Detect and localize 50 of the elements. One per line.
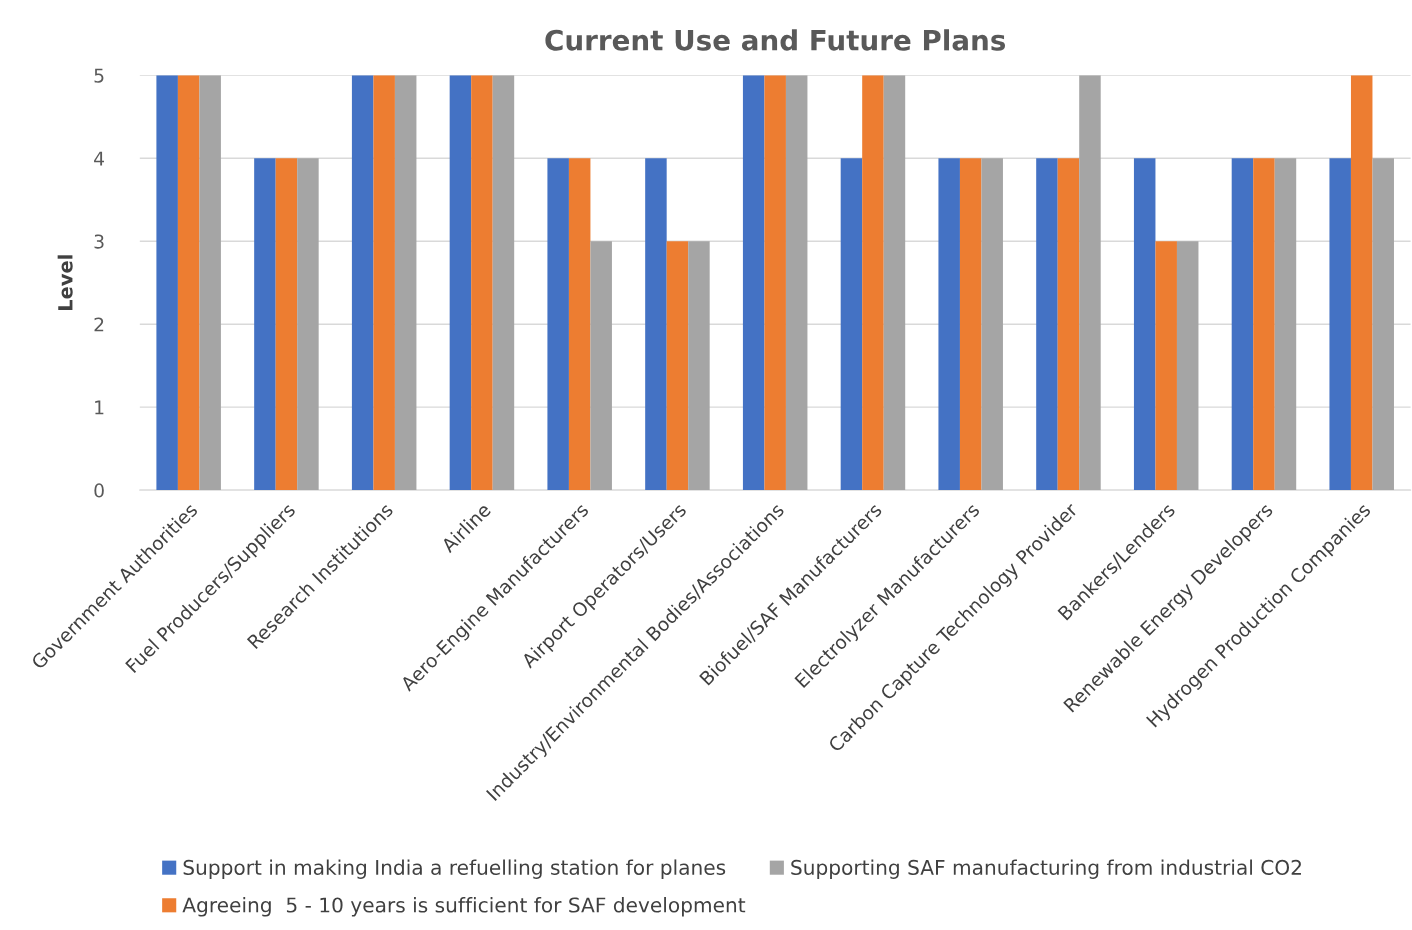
bar — [688, 241, 710, 491]
bar — [862, 75, 884, 491]
y-tick-label: 0 — [94, 483, 104, 498]
bar — [199, 75, 221, 491]
bar — [156, 75, 178, 491]
bar — [959, 158, 982, 491]
bar — [297, 158, 319, 491]
chart-title: Current Use and Future Plans — [545, 29, 1006, 51]
y-tick-label: 1 — [95, 400, 104, 415]
bar — [351, 75, 374, 491]
bar — [1231, 158, 1254, 491]
bar — [1372, 158, 1394, 491]
bar — [1176, 241, 1199, 491]
bar — [1155, 241, 1177, 491]
y-tick-label: 3 — [94, 234, 104, 249]
bar — [1253, 158, 1275, 491]
bar — [1133, 158, 1156, 491]
bar — [471, 75, 493, 491]
bar — [883, 75, 906, 491]
bar — [547, 158, 569, 491]
bar — [177, 75, 200, 491]
bar — [666, 241, 689, 491]
bar — [1079, 75, 1101, 491]
bar — [1274, 158, 1297, 491]
bar — [938, 158, 960, 491]
y-tick-label: 5 — [94, 68, 104, 83]
bar — [785, 75, 808, 491]
y-tick-label: 4 — [94, 151, 105, 166]
bar — [1350, 75, 1373, 491]
bar — [645, 158, 667, 491]
y-tick-label: 2 — [94, 317, 104, 332]
bar — [449, 75, 472, 491]
bar — [254, 158, 276, 491]
legend-label: Support in making India a refuelling station for planes — [183, 859, 726, 879]
bar — [590, 241, 612, 491]
y-axis-title: Level — [57, 255, 73, 310]
bar — [568, 158, 591, 491]
bar — [275, 158, 298, 491]
legend-label: Supporting SAF manufacturing from industrial CO2 — [791, 859, 1301, 879]
bar — [492, 75, 515, 491]
bar — [764, 75, 786, 491]
bar — [1036, 158, 1058, 491]
bar — [981, 158, 1003, 491]
bar — [742, 75, 765, 491]
bar — [373, 75, 395, 491]
bar — [1057, 158, 1080, 491]
bar — [840, 158, 863, 491]
bar — [1329, 158, 1351, 491]
bar — [394, 75, 417, 491]
legend-label: Agreeing 5 - 10 years is sufficient for SAF development — [182, 897, 746, 917]
